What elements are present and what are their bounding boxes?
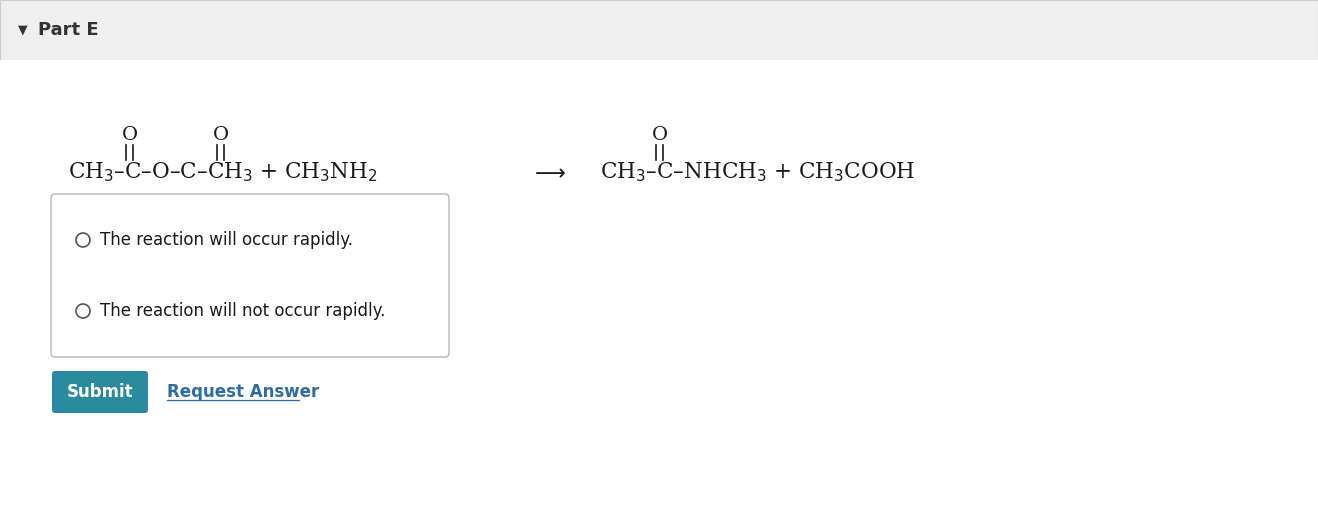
Text: O: O <box>214 126 229 144</box>
Text: $\longrightarrow$: $\longrightarrow$ <box>530 161 565 183</box>
Text: ▼: ▼ <box>18 23 28 36</box>
FancyBboxPatch shape <box>0 0 1318 60</box>
Text: O: O <box>123 126 138 144</box>
Text: O: O <box>652 126 668 144</box>
Text: Part E: Part E <box>38 21 99 39</box>
Text: Request Answer: Request Answer <box>167 383 319 401</box>
FancyBboxPatch shape <box>51 371 148 413</box>
Text: Submit: Submit <box>67 383 133 401</box>
Text: The reaction will not occur rapidly.: The reaction will not occur rapidly. <box>100 302 385 320</box>
FancyBboxPatch shape <box>0 60 1318 518</box>
Text: CH$_3$–C–NHCH$_3$ + CH$_3$COOH: CH$_3$–C–NHCH$_3$ + CH$_3$COOH <box>600 160 915 183</box>
FancyBboxPatch shape <box>51 194 449 357</box>
Text: The reaction will occur rapidly.: The reaction will occur rapidly. <box>100 231 353 249</box>
Text: CH$_3$–C–O–C–CH$_3$ + CH$_3$NH$_2$: CH$_3$–C–O–C–CH$_3$ + CH$_3$NH$_2$ <box>69 160 378 183</box>
